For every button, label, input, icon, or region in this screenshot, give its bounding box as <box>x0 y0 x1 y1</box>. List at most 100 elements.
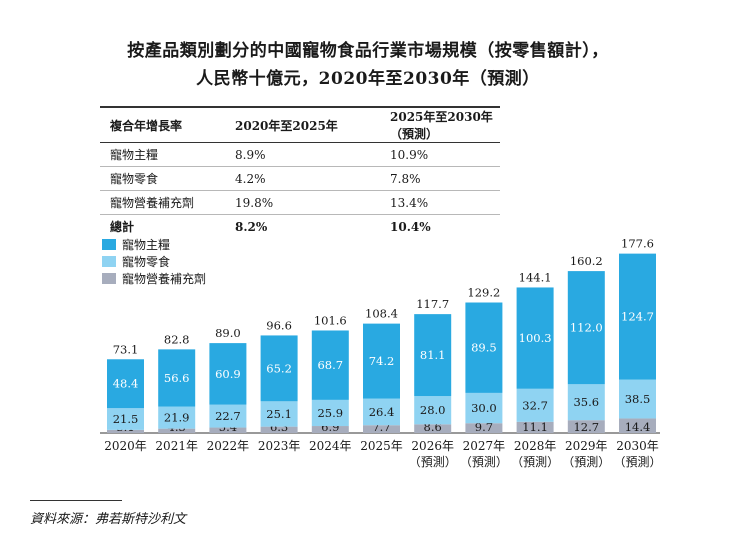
bar-segment-supplements <box>158 428 196 433</box>
bar-segment-main-food <box>516 287 554 389</box>
legend-label: 寵物主糧 <box>122 238 171 252</box>
x-tick-label: 2029年 <box>565 439 608 453</box>
x-tick-label: 2022年 <box>207 439 250 453</box>
x-tick-sublabel: （預測） <box>460 455 508 469</box>
bar-segment-supplements <box>311 426 349 433</box>
cagr-header-label: 複合年增長率 <box>100 106 225 143</box>
cagr-row-value2: 7.8% <box>350 166 500 191</box>
bar-segment-snacks <box>311 399 349 427</box>
x-tick-label: 2028年 <box>514 439 557 453</box>
bar-segment-snacks <box>209 404 247 428</box>
bar-segment-supplements <box>619 418 656 433</box>
bar-segment-supplements <box>516 421 554 433</box>
bar-segment-snacks <box>107 408 144 430</box>
total-label: 96.6 <box>266 318 292 332</box>
cagr-row-label: 寵物零食 <box>100 166 225 191</box>
data-label-snacks: 32.7 <box>522 398 548 412</box>
cagr-total-value2: 10.4% <box>390 219 431 234</box>
bar-segment-snacks <box>158 406 196 429</box>
cagr-row-value1: 19.8% <box>225 190 350 215</box>
bar-segment-supplements <box>414 424 452 433</box>
data-label-main-food: 112.0 <box>570 321 603 335</box>
data-label-snacks: 21.9 <box>164 411 190 425</box>
legend-swatch-snacks <box>102 256 116 267</box>
bar-segment-snacks <box>516 388 554 422</box>
x-tick-label: 2030年 <box>616 439 659 453</box>
bar-segment-supplements <box>465 423 503 433</box>
bar-segment-main-food <box>107 359 144 409</box>
bar-segment-main-food <box>465 302 503 393</box>
cagr-row-value1: 4.2% <box>225 166 350 191</box>
cagr-row-label: 寵物主糧 <box>100 142 225 167</box>
data-label-snacks: 25.9 <box>317 406 343 420</box>
source-divider <box>30 500 122 501</box>
total-label: 89.0 <box>215 326 241 340</box>
bar-segment-snacks <box>260 401 298 427</box>
cagr-row-value2: 10.9% <box>350 142 500 167</box>
data-label-main-food: 48.4 <box>113 377 139 391</box>
chart-title-line2: 人民幣十億元，2020年至2030年（預測） <box>196 69 540 89</box>
bar-segment-supplements <box>107 429 144 433</box>
data-label-supplements: 14.4 <box>625 420 651 434</box>
data-label-main-food: 100.3 <box>519 331 552 345</box>
x-tick-sublabel: （預測） <box>511 455 559 469</box>
data-label-main-food: 74.2 <box>369 354 395 368</box>
bar-segment-snacks <box>619 379 656 419</box>
total-label: 108.4 <box>365 307 398 321</box>
stacked-bar-chart: 3.121.548.473.12020年4.321.956.682.82021年… <box>100 237 662 469</box>
x-tick-label: 2023年 <box>258 439 301 453</box>
data-label-snacks: 38.5 <box>625 392 651 406</box>
x-tick-label: 2025年 <box>360 439 403 453</box>
data-label-main-food: 68.7 <box>317 358 343 372</box>
bar-segment-main-food <box>619 253 656 380</box>
total-label: 117.7 <box>416 297 449 311</box>
data-label-snacks: 22.7 <box>215 409 241 423</box>
data-label-main-food: 65.2 <box>266 361 292 375</box>
data-label-snacks: 26.4 <box>369 405 395 419</box>
data-label-supplements: 9.7 <box>475 420 493 434</box>
total-label: 101.6 <box>314 313 347 327</box>
bar-segment-supplements <box>363 425 400 433</box>
bar-segment-snacks <box>567 384 605 421</box>
total-label: 144.1 <box>519 270 552 284</box>
x-tick-label: 2024年 <box>309 439 352 453</box>
cagr-total-value1: 8.2% <box>235 219 268 234</box>
data-label-supplements: 11.1 <box>522 420 548 434</box>
bar-segment-snacks <box>414 396 452 425</box>
cagr-header-row: 複合年增長率 2020年至2025年 2025年至2030年（預測） <box>100 106 500 143</box>
legend-label: 寵物營養補充劑 <box>122 272 207 286</box>
total-label: 73.1 <box>113 342 139 356</box>
bar-segment-supplements <box>260 426 298 433</box>
data-label-supplements: 12.7 <box>573 420 599 434</box>
data-label-snacks: 25.1 <box>266 407 292 421</box>
bar-segment-main-food <box>414 314 452 397</box>
legend-item-snacks: 寵物零食 <box>102 253 170 270</box>
source-note: 資料來源：弗若斯特沙利文 <box>30 512 187 527</box>
cagr-table: 複合年增長率 2020年至2025年 2025年至2030年（預測） 寵物主糧 … <box>100 106 500 238</box>
legend-swatch-main-food <box>102 239 116 250</box>
legend-swatch-supplements <box>102 273 116 284</box>
cagr-total-row: 總計 8.2% 10.4% <box>100 215 500 239</box>
data-label-snacks: 35.6 <box>573 395 599 409</box>
data-label-snacks: 30.0 <box>471 401 497 415</box>
x-tick-sublabel: （預測） <box>409 455 457 469</box>
cagr-header-period2: 2025年至2030年（預測） <box>350 106 500 143</box>
bar-segment-main-food <box>363 323 400 399</box>
data-label-snacks: 21.5 <box>113 412 139 426</box>
cagr-row-value1: 8.9% <box>225 142 350 167</box>
total-label: 82.8 <box>164 332 190 346</box>
total-label: 129.2 <box>467 286 500 300</box>
bar-segment-main-food <box>260 335 298 402</box>
data-label-main-food: 124.7 <box>621 310 654 324</box>
bar-segment-snacks <box>363 398 400 426</box>
x-tick-label: 2026年 <box>411 439 454 453</box>
data-label-snacks: 28.0 <box>420 403 446 417</box>
x-tick-label: 2021年 <box>155 439 198 453</box>
bar-segment-main-food <box>567 271 605 385</box>
cagr-row: 寵物營養補充劑 19.8% 13.4% <box>100 190 500 215</box>
total-label: 177.6 <box>621 237 654 251</box>
data-label-main-food: 60.9 <box>215 367 241 381</box>
data-label-main-food: 56.6 <box>164 371 190 385</box>
cagr-header-period1: 2020年至2025年 <box>225 106 350 143</box>
x-tick-sublabel: （預測） <box>562 455 610 469</box>
